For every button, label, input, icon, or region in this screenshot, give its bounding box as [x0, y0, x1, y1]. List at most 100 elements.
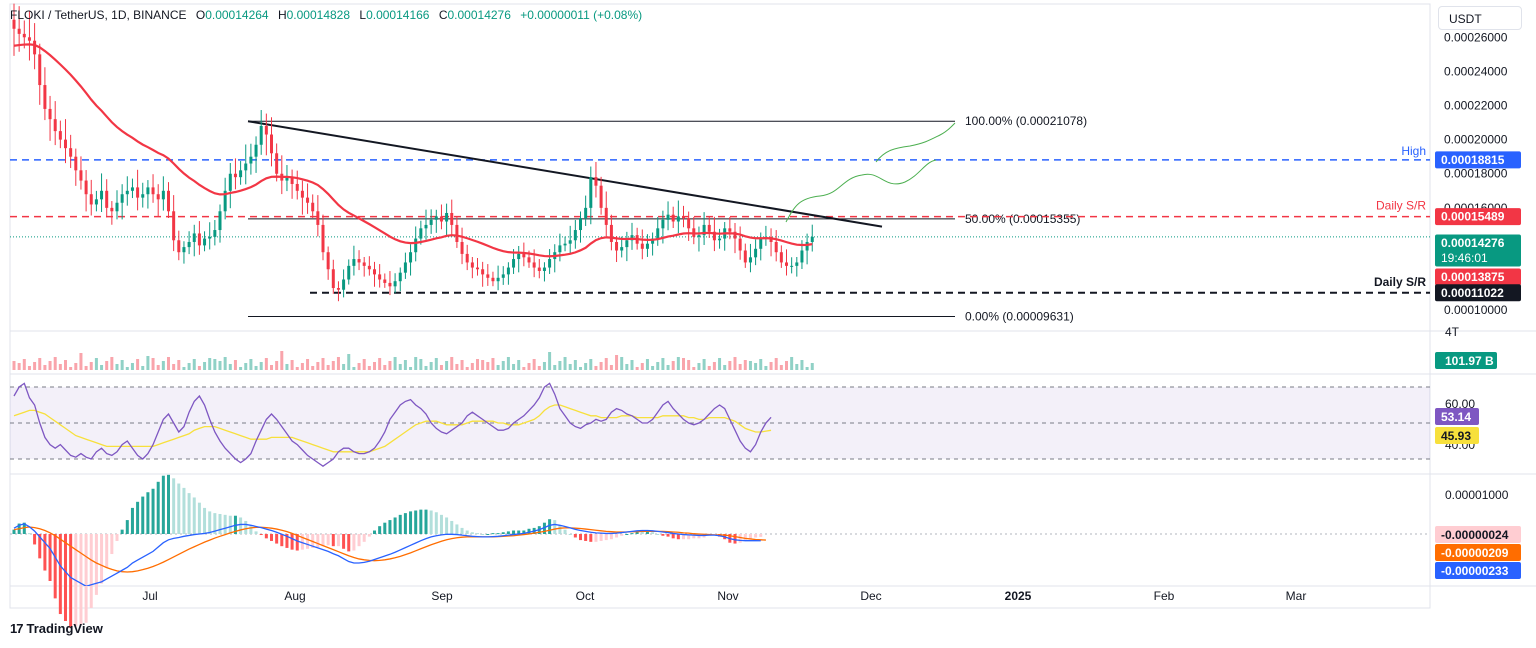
bull-candle [419, 228, 423, 239]
price-tag [1435, 151, 1521, 169]
volume-bar [476, 359, 479, 370]
macd-hist-bar [69, 534, 73, 628]
bull-candle [645, 243, 649, 249]
daily-sr-resistance-label: Daily S/R [1376, 199, 1426, 213]
bear-candle [48, 108, 52, 120]
volume-bar [74, 363, 78, 370]
volume-bar [347, 354, 351, 370]
bear-candle [712, 231, 716, 241]
bull-candle [620, 247, 624, 251]
macd-hist-bar [326, 534, 330, 546]
macd-hist-bar [486, 534, 490, 535]
symbol-label[interactable]: FLOKI / TetherUS, 1D, BINANCE [10, 8, 187, 22]
volume-bar [712, 362, 716, 370]
rsi-axis-tick: 60.00 [1445, 397, 1475, 411]
bear-candle [172, 211, 176, 241]
currency-unit-button[interactable]: USDT [1438, 6, 1522, 30]
macd-hist-bar [599, 534, 603, 541]
volume-bar [141, 366, 145, 370]
bear-candle [460, 241, 464, 254]
macd-hist-bar [94, 534, 98, 595]
volume-bar [465, 367, 469, 370]
macd-hist-bar [630, 533, 634, 535]
high-label: H [277, 8, 287, 22]
volume-bar [192, 359, 196, 370]
macd-hist-bar [203, 507, 207, 534]
volume-bar [151, 358, 155, 370]
volume-bar [604, 358, 608, 370]
bull-candle [579, 218, 582, 231]
macd-hist-bar [110, 534, 114, 555]
macd-hist-bar [43, 534, 47, 571]
volume-bar [666, 365, 670, 370]
bear-candle [22, 33, 26, 38]
price-projection-path [785, 122, 956, 223]
bull-candle [120, 194, 124, 203]
bull-candle [352, 259, 356, 266]
bear-candle [682, 216, 685, 219]
volume-bar [661, 358, 665, 370]
volume-bar [22, 359, 26, 370]
macd-line [13, 523, 761, 586]
volume-bar [553, 365, 557, 370]
volume-bar [27, 366, 31, 370]
bull-candle [501, 274, 505, 278]
bull-candle [810, 236, 814, 242]
bull-candle [548, 259, 552, 268]
bull-candle [584, 207, 588, 219]
bear-candle [465, 253, 469, 263]
bull-candle [661, 219, 665, 229]
bear-candle [743, 250, 747, 263]
volume-bar [542, 362, 546, 370]
time-axis-tick: Jul [142, 589, 157, 603]
volume-bar [249, 359, 253, 370]
bear-candle [33, 40, 37, 55]
macd-hist-bar [579, 534, 582, 541]
bear-candle [151, 187, 155, 195]
macd-hist-bar [378, 526, 382, 534]
macd-hist-bar [100, 534, 104, 584]
macd-hist-bar [496, 533, 500, 535]
volume-bar [718, 358, 722, 370]
bear-candle [450, 212, 454, 225]
bull-candle [563, 243, 567, 246]
volume-bar [671, 361, 675, 370]
descending-trendline [247, 120, 883, 228]
bull-candle [697, 235, 701, 237]
macd-hist-bar [424, 509, 428, 534]
bull-candle [759, 238, 763, 249]
macd-hist-bar [218, 513, 222, 534]
bear-candle [156, 194, 160, 200]
bull-candle [115, 202, 119, 212]
bull-candle [573, 230, 577, 241]
volume-bar [167, 357, 170, 370]
low-value: 0.00014166 [366, 8, 430, 22]
bear-candle [167, 190, 170, 212]
macd-hist-bar [33, 534, 37, 545]
volume-bar [769, 362, 773, 370]
macd-hist-bar [306, 534, 310, 549]
bull-candle [398, 272, 402, 282]
macd-hist-bar [187, 493, 191, 534]
macd-hist-bar [316, 534, 320, 548]
volume-bar [656, 362, 660, 370]
tradingview-logo[interactable]: 17 TradingView [10, 621, 103, 636]
volume-bar [620, 357, 624, 370]
volume-bar [676, 357, 680, 370]
macd-signal-line [13, 526, 766, 573]
volume-bar [203, 362, 207, 370]
macd-hist-bar [620, 534, 624, 536]
bull-candle [790, 265, 794, 267]
volume-bar [58, 364, 62, 370]
volume-tag [1435, 352, 1497, 369]
bear-candle [733, 231, 737, 239]
bull-candle [512, 259, 516, 268]
bear-candle [290, 177, 294, 184]
macd-hist-bar [589, 534, 593, 542]
bear-candle [110, 207, 114, 212]
bull-candle [409, 252, 413, 263]
volume-bar [810, 363, 814, 370]
price-tag-value: 0.00011022 [1441, 286, 1504, 300]
macd-hist-bar [553, 520, 557, 534]
